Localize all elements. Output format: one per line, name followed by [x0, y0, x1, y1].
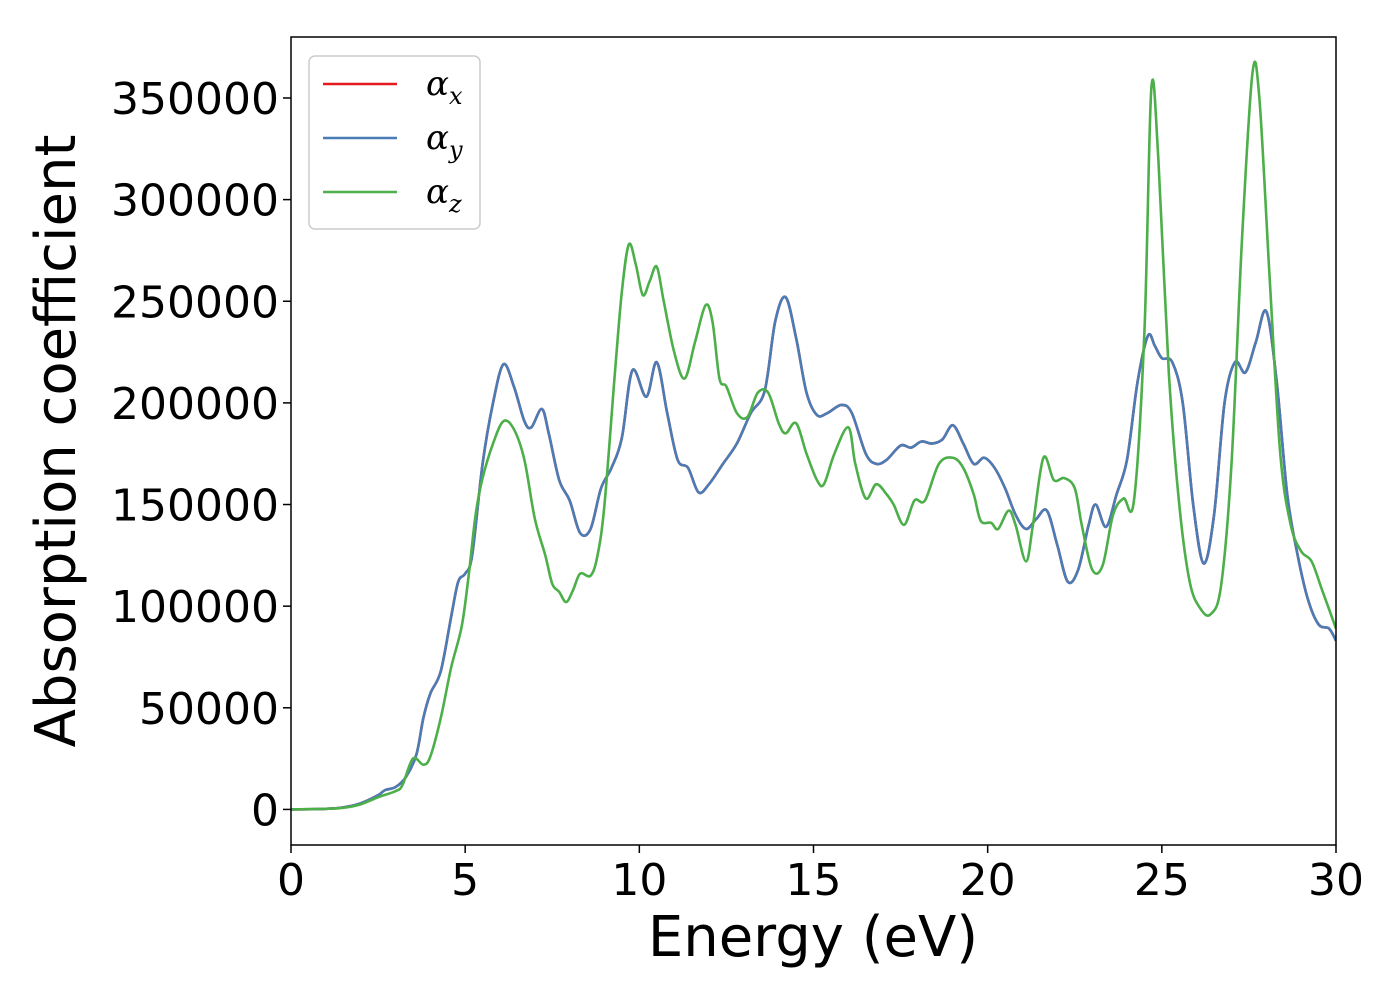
x-axis: 0 5 10 15 20 25 30: [277, 845, 1364, 906]
y-tick-label: 350000: [111, 74, 279, 125]
x-tick-label: 0: [277, 855, 305, 906]
y-tick-label: 200000: [111, 379, 279, 430]
x-tick-label: 15: [786, 855, 842, 906]
legend-frame: [308, 55, 481, 230]
y-tick-label: 250000: [111, 277, 279, 328]
x-tick-label: 5: [451, 855, 479, 906]
series-line-y: [291, 295, 1336, 811]
x-axis-title: Energy (eV): [648, 905, 978, 970]
x-tick-label: 20: [960, 855, 1016, 906]
y-tick-label: 150000: [111, 481, 279, 532]
y-tick-label: 50000: [139, 684, 279, 735]
series-line-x: [291, 295, 1336, 811]
y-tick-label: 100000: [111, 582, 279, 633]
x-tick-label: 30: [1308, 855, 1364, 906]
y-axis: 0 50000 100000 150000 200000 250000 300000 3500…: [111, 74, 291, 836]
y-tick-label: 0: [251, 785, 279, 836]
y-tick-label: 300000: [111, 176, 279, 227]
series-layer: [291, 60, 1336, 811]
x-tick-label: 10: [611, 855, 667, 906]
y-axis-title: Absorption coefficient: [24, 135, 89, 748]
x-tick-label: 25: [1134, 855, 1190, 906]
series-line-z: [291, 60, 1336, 811]
